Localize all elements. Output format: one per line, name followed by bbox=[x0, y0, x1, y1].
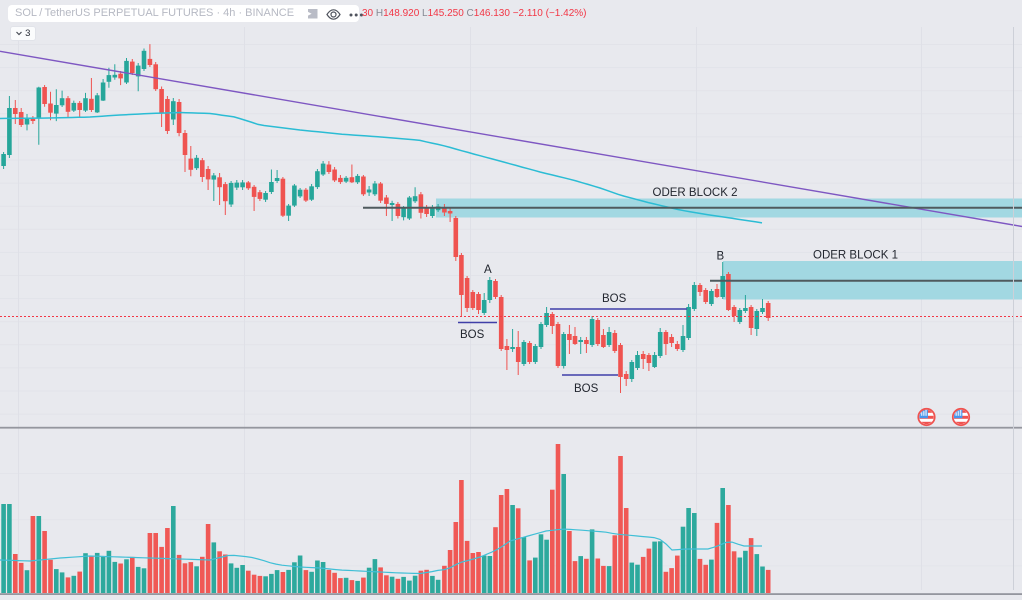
svg-text:ODER BLOCK 1: ODER BLOCK 1 bbox=[813, 250, 898, 262]
svg-text:B: B bbox=[717, 251, 725, 263]
svg-text:BOS: BOS bbox=[574, 383, 599, 395]
svg-text:BOS: BOS bbox=[460, 329, 485, 341]
svg-text:BOS: BOS bbox=[602, 293, 627, 305]
svg-text:A: A bbox=[484, 264, 492, 276]
svg-text:ODER BLOCK 2: ODER BLOCK 2 bbox=[653, 187, 738, 199]
